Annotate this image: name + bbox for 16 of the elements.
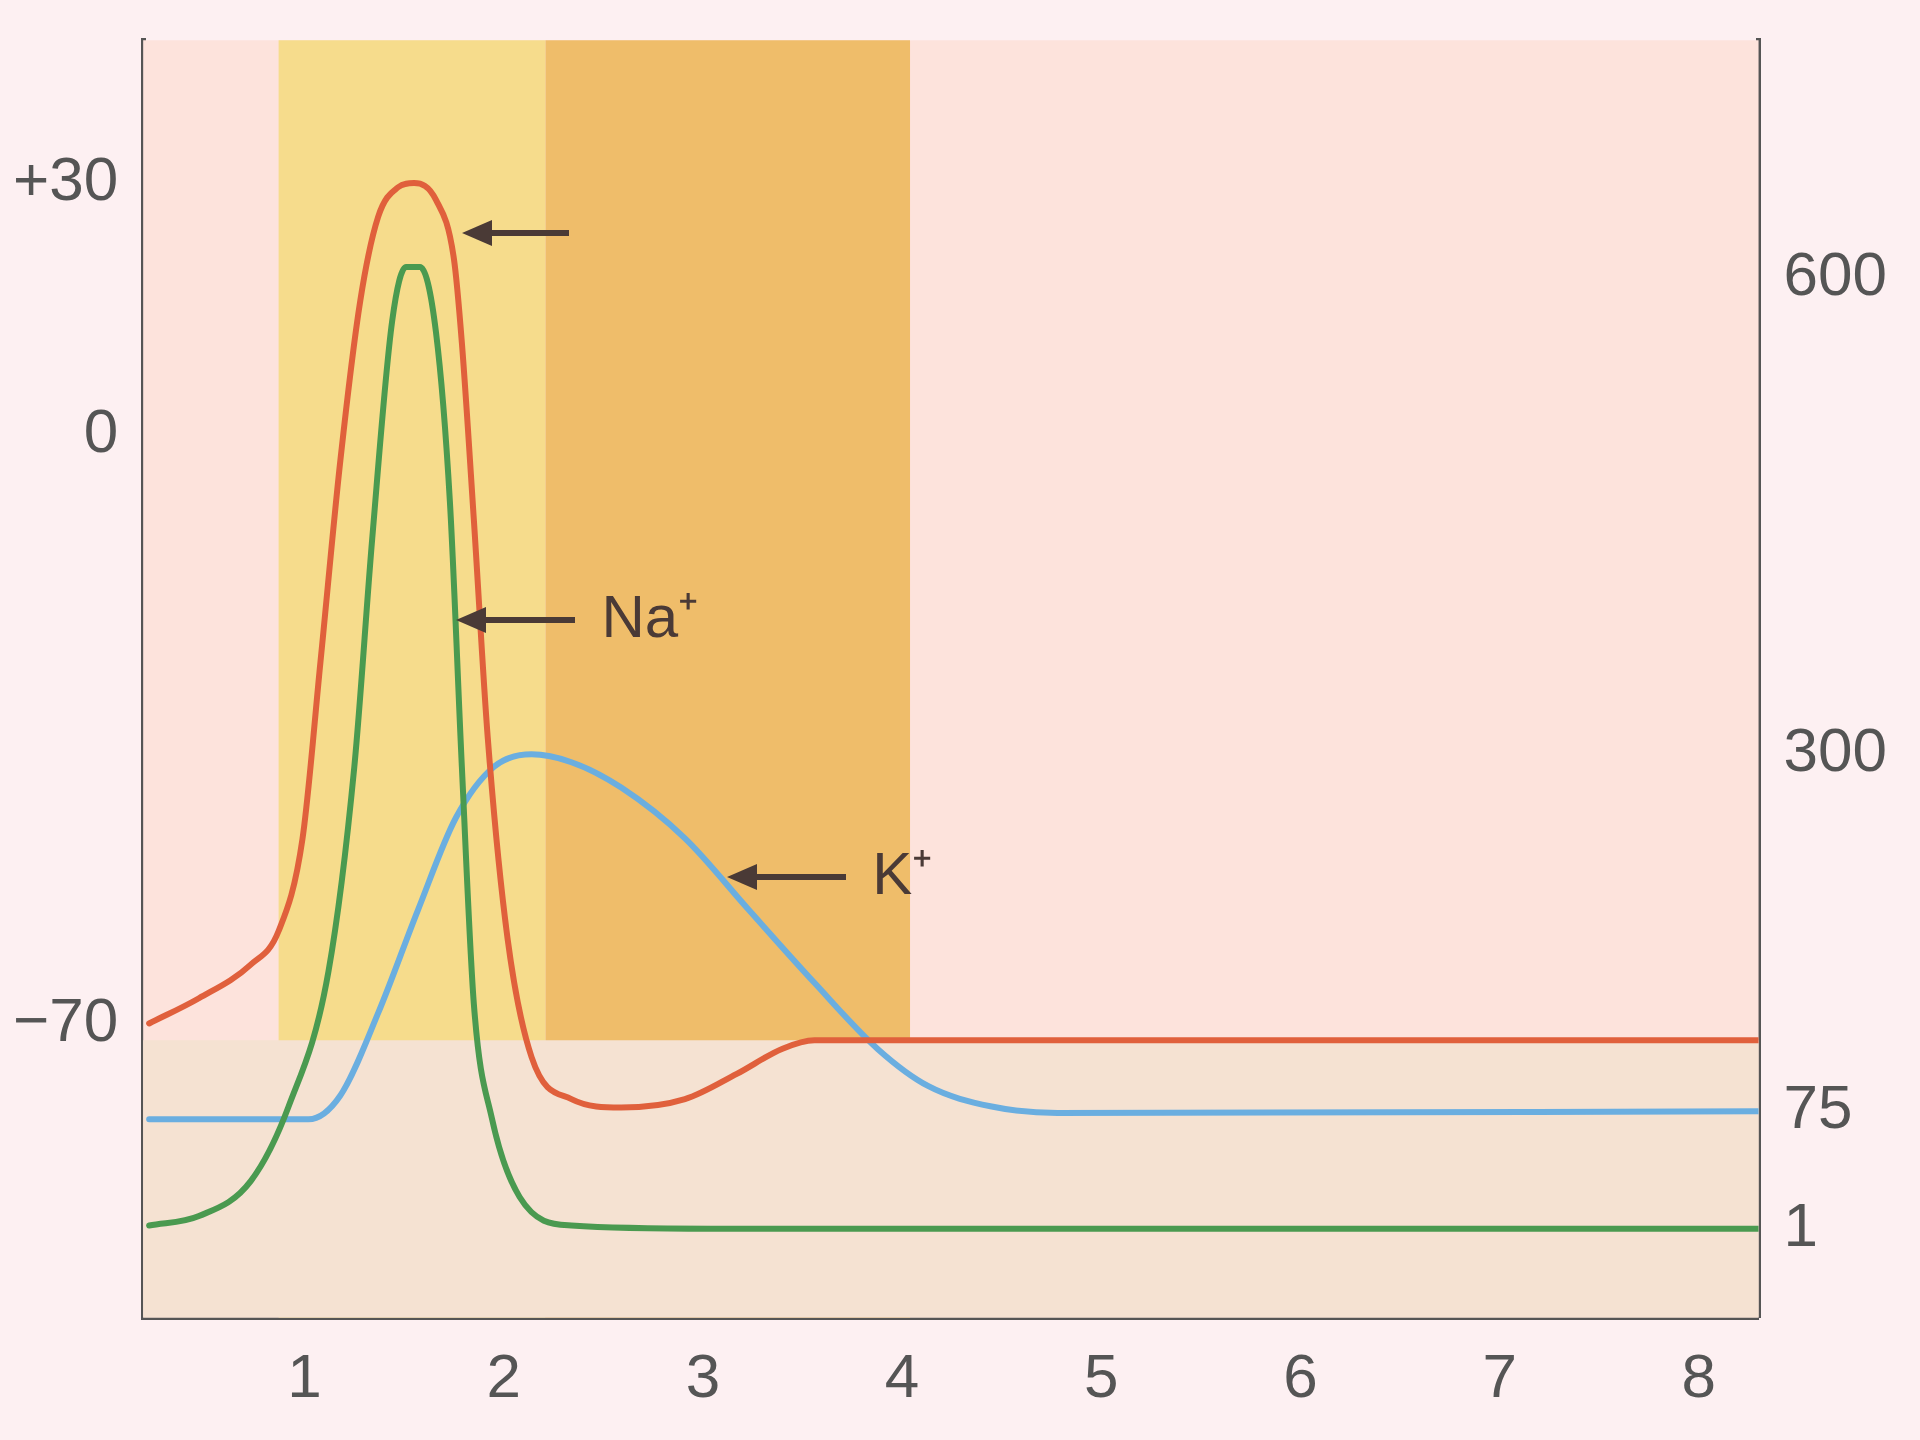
x-tick-label: 5 xyxy=(1084,1340,1119,1410)
x-tick-label: 3 xyxy=(685,1340,721,1410)
x-tick-label: 2 xyxy=(486,1340,521,1410)
y2-tick-label: 1 xyxy=(1783,1189,1819,1259)
y-tick-label: +30 xyxy=(13,144,119,214)
y-tick-label: −70 xyxy=(13,984,119,1054)
x-tick-label: 8 xyxy=(1681,1340,1717,1410)
x-tick-label: 1 xyxy=(287,1340,322,1410)
y-tick-label: 0 xyxy=(83,396,119,466)
annotation: Na⁺ xyxy=(601,582,699,650)
x-tick-label: 6 xyxy=(1283,1340,1318,1410)
y2-tick-label: 300 xyxy=(1783,715,1888,785)
y2-tick-label: 600 xyxy=(1783,239,1888,309)
x-tick-label: 7 xyxy=(1482,1340,1517,1410)
x-tick-label: 4 xyxy=(884,1340,920,1410)
y2-tick-label: 75 xyxy=(1783,1072,1853,1142)
